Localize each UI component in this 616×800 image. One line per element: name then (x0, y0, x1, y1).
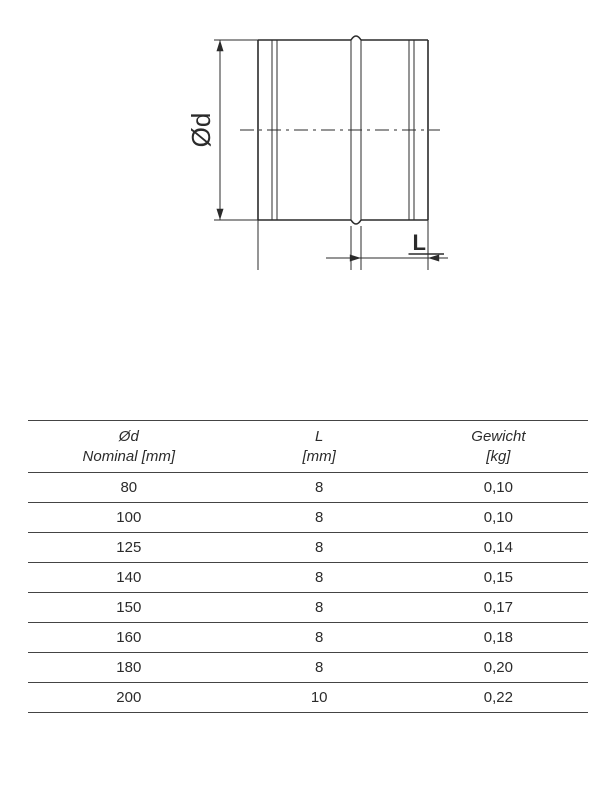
table-cell: 8 (230, 533, 409, 563)
table-cell: 0,20 (409, 653, 588, 683)
table-cell: 0,17 (409, 593, 588, 623)
table-row: 8080,10 (28, 473, 588, 503)
table-cell: 150 (28, 593, 230, 623)
table-cell: 8 (230, 593, 409, 623)
col-header-length-l1: L (315, 428, 323, 445)
table-cell: 8 (230, 623, 409, 653)
table-cell: 0,22 (409, 683, 588, 713)
table-cell: 0,14 (409, 533, 588, 563)
table-body: 8080,1010080,1012580,1414080,1515080,171… (28, 473, 588, 713)
table-cell: 0,10 (409, 473, 588, 503)
col-header-length-l2: [mm] (303, 448, 336, 465)
col-header-weight: Gewicht [kg] (409, 421, 588, 473)
table-row: 16080,18 (28, 623, 588, 653)
table-cell: 140 (28, 563, 230, 593)
table-cell: 80 (28, 473, 230, 503)
table-cell: 8 (230, 473, 409, 503)
table-cell: 180 (28, 653, 230, 683)
table-cell: 8 (230, 503, 409, 533)
table-row: 200100,22 (28, 683, 588, 713)
dimensions-table: Ød Nominal [mm] L [mm] Gewicht [kg] 8080… (28, 420, 588, 713)
svg-text:Ød: Ød (186, 113, 216, 148)
table-cell: 0,18 (409, 623, 588, 653)
table-row: 10080,10 (28, 503, 588, 533)
col-header-weight-l1: Gewicht (471, 428, 525, 445)
technical-diagram: Ød L (28, 20, 588, 330)
table-cell: 0,15 (409, 563, 588, 593)
table-cell: 0,10 (409, 503, 588, 533)
table-row: 15080,17 (28, 593, 588, 623)
connector-cross-section: Ød L (168, 20, 448, 320)
table-row: 14080,15 (28, 563, 588, 593)
table-cell: 160 (28, 623, 230, 653)
table-cell: 10 (230, 683, 409, 713)
col-header-weight-l2: [kg] (486, 448, 510, 465)
col-header-diameter-l2: Nominal [mm] (83, 448, 176, 465)
col-header-diameter-l1: Ød (119, 428, 139, 445)
table-cell: 8 (230, 653, 409, 683)
table-cell: 125 (28, 533, 230, 563)
table-cell: 200 (28, 683, 230, 713)
col-header-length: L [mm] (230, 421, 409, 473)
table-row: 12580,14 (28, 533, 588, 563)
table-cell: 100 (28, 503, 230, 533)
table-header-row: Ød Nominal [mm] L [mm] Gewicht [kg] (28, 421, 588, 473)
svg-text:L: L (413, 230, 426, 255)
table-cell: 8 (230, 563, 409, 593)
col-header-diameter: Ød Nominal [mm] (28, 421, 230, 473)
table-row: 18080,20 (28, 653, 588, 683)
